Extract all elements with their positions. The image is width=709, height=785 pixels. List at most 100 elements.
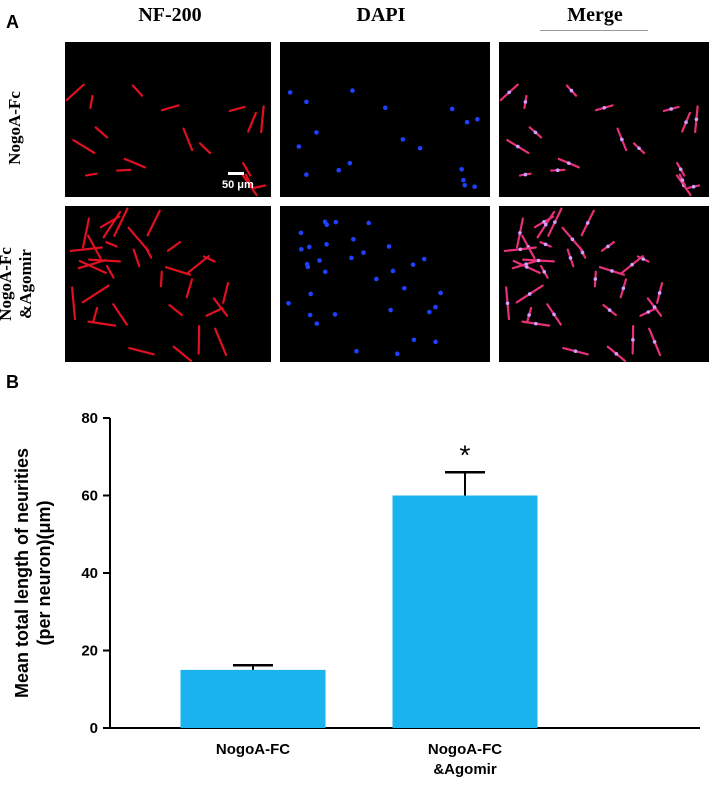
neuron-nf-0-11 — [260, 105, 265, 134]
y-tick-label: 80 — [81, 410, 98, 427]
neuron-nf-0-5 — [228, 105, 246, 113]
nucleus-dapi-1-17 — [411, 337, 417, 343]
nucleus-dapi-0-13 — [347, 160, 353, 166]
neuron-nf-1-23 — [212, 297, 229, 317]
neuron-nf-0-2 — [242, 162, 252, 177]
nucleus-dapi-0-1 — [287, 90, 293, 95]
scale-bar — [228, 172, 244, 175]
neuron-nf-0-1 — [65, 83, 85, 102]
nucleus-dapi-1-6 — [307, 312, 313, 318]
column-header-merge: Merge — [567, 4, 623, 26]
nucleus-merge-1-16 — [527, 292, 532, 296]
nucleus-dapi-0-6 — [462, 182, 468, 188]
nucleus-dapi-1-18 — [354, 348, 359, 354]
nucleus-dapi-1-13 — [427, 309, 432, 315]
nucleus-dapi-1-24 — [395, 351, 400, 357]
neuron-nf-1-15 — [222, 282, 230, 304]
micrograph-dapi-row2 — [280, 206, 490, 362]
nucleus-merge-1-15 — [657, 291, 662, 295]
neuron-nf-1-32 — [102, 210, 122, 239]
neuron-nf-1-27 — [132, 248, 141, 268]
scale-bar-label: 50 μm — [222, 179, 254, 191]
neuron-nf-1-13 — [205, 307, 224, 317]
nucleus-dapi-1-4 — [286, 300, 291, 306]
nucleus-dapi-1-5 — [388, 307, 393, 313]
neuron-nf-1-12 — [164, 266, 192, 276]
neuron-nf-1-31 — [186, 255, 210, 275]
neuron-nf-0-17 — [94, 126, 109, 139]
neuron-nf-0-9 — [244, 173, 253, 187]
neuron-nf-1-11 — [112, 303, 128, 326]
neuron-nf-1-9 — [159, 270, 163, 288]
nucleus-dapi-0-8 — [472, 184, 477, 189]
neuron-nf-1-19 — [69, 246, 103, 253]
nucleus-merge-1-20 — [570, 237, 575, 242]
neuron-nf-1-29 — [214, 327, 228, 357]
neuron-nf-1-3 — [81, 217, 90, 249]
nucleus-merge-1-21 — [536, 258, 541, 263]
nucleus-dapi-0-5 — [449, 106, 455, 112]
nucleus-dapi-1-11 — [332, 312, 338, 317]
nucleus-dapi-0-17 — [314, 130, 319, 135]
nucleus-merge-1-3 — [518, 231, 522, 235]
neuron-nf-0-8 — [253, 184, 267, 189]
neuron-nf-1-0 — [166, 241, 182, 252]
nucleus-dapi-1-29 — [433, 339, 438, 345]
nucleus-merge-1-5 — [607, 308, 612, 312]
nucleus-merge-0-3 — [555, 168, 560, 173]
nucleus-merge-0-12 — [620, 137, 624, 142]
nucleus-merge-0-11 — [694, 117, 699, 122]
nucleus-dapi-1-25 — [305, 264, 311, 270]
nucleus-dapi-1-2 — [307, 244, 312, 250]
nucleus-dapi-1-0 — [386, 244, 392, 249]
nucleus-merge-1-27 — [568, 256, 573, 260]
y-tick-label: 60 — [81, 488, 98, 505]
nucleus-merge-0-16 — [523, 100, 528, 104]
neuron-nf-1-25 — [78, 259, 107, 274]
neuron-nf-1-4 — [71, 286, 77, 321]
nucleus-dapi-1-8 — [322, 269, 328, 275]
nucleus-dapi-0-15 — [464, 119, 470, 125]
nucleus-dapi-1-23 — [433, 304, 438, 310]
y-tick-label: 40 — [81, 565, 98, 582]
micrograph-merge-row2 — [499, 206, 709, 362]
nucleus-merge-0-14 — [516, 144, 520, 149]
neuron-nf-0-7 — [160, 104, 180, 112]
nucleus-dapi-0-7 — [382, 105, 388, 111]
neuron-nf-1-28 — [113, 207, 129, 237]
nucleus-dapi-1-9 — [374, 276, 379, 282]
nucleus-merge-0-2 — [678, 167, 683, 172]
nucleus-merge-1-12 — [610, 269, 614, 273]
neuron-nf-1-21 — [88, 258, 122, 263]
nucleus-dapi-1-27 — [349, 255, 354, 261]
nucleus-dapi-1-15 — [438, 290, 443, 296]
y-tick-label: 20 — [81, 643, 98, 660]
x-category-label-1: NogoA-FC &Agomir — [428, 741, 502, 778]
nucleus-merge-1-26 — [543, 242, 548, 247]
bar-chart: 0 20 40 60 80 Mean total length of neurities(… — [12, 410, 700, 778]
nucleus-merge-1-24 — [614, 352, 619, 356]
nucleus-merge-0-4 — [569, 88, 574, 93]
neuron-nf-1-14 — [87, 320, 117, 327]
y-tick-label: 0 — [90, 720, 98, 737]
nucleus-merge-1-29 — [652, 340, 657, 344]
nucleus-merge-0-13 — [567, 161, 571, 165]
neuron-nf-1-20 — [127, 226, 150, 252]
row-label-nogoa-fc: NogoA-Fc — [5, 91, 24, 165]
neuron-nf-1-1 — [77, 259, 107, 270]
neuron-nf-1-5 — [168, 304, 183, 317]
micrograph-dapi-row1 — [280, 42, 490, 197]
nucleus-merge-1-0 — [606, 244, 610, 249]
neuron-nf-1-30 — [146, 209, 161, 237]
micrograph-nf200-row1 — [65, 42, 271, 197]
nucleus-merge-0-1 — [507, 90, 511, 95]
nucleus-merge-1-7 — [621, 286, 626, 291]
nucleus-merge-0-5 — [669, 107, 674, 111]
nucleus-merge-0-8 — [691, 184, 696, 189]
micrograph-merge-row1 — [499, 42, 709, 197]
nucleus-dapi-1-31 — [410, 262, 416, 267]
nucleus-merge-1-18 — [573, 349, 578, 353]
nucleus-dapi-0-2 — [459, 166, 464, 172]
nucleus-dapi-0-12 — [400, 137, 406, 142]
neuron-nf-0-14 — [72, 139, 96, 155]
